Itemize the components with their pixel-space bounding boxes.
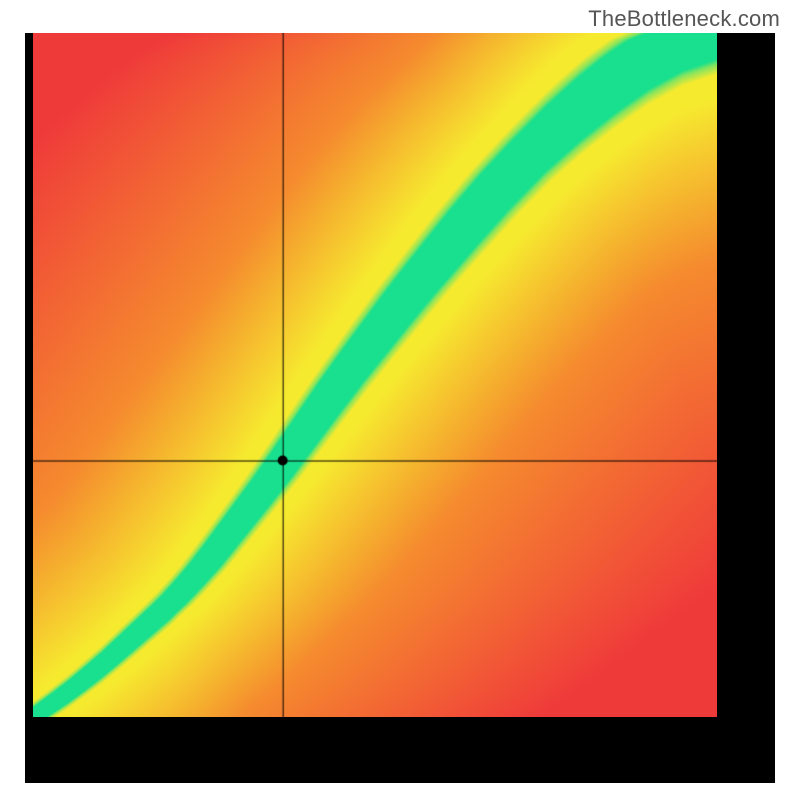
- watermark-text: TheBottleneck.com: [588, 6, 780, 32]
- heatmap-canvas: [33, 33, 717, 717]
- chart-container: TheBottleneck.com: [0, 0, 800, 800]
